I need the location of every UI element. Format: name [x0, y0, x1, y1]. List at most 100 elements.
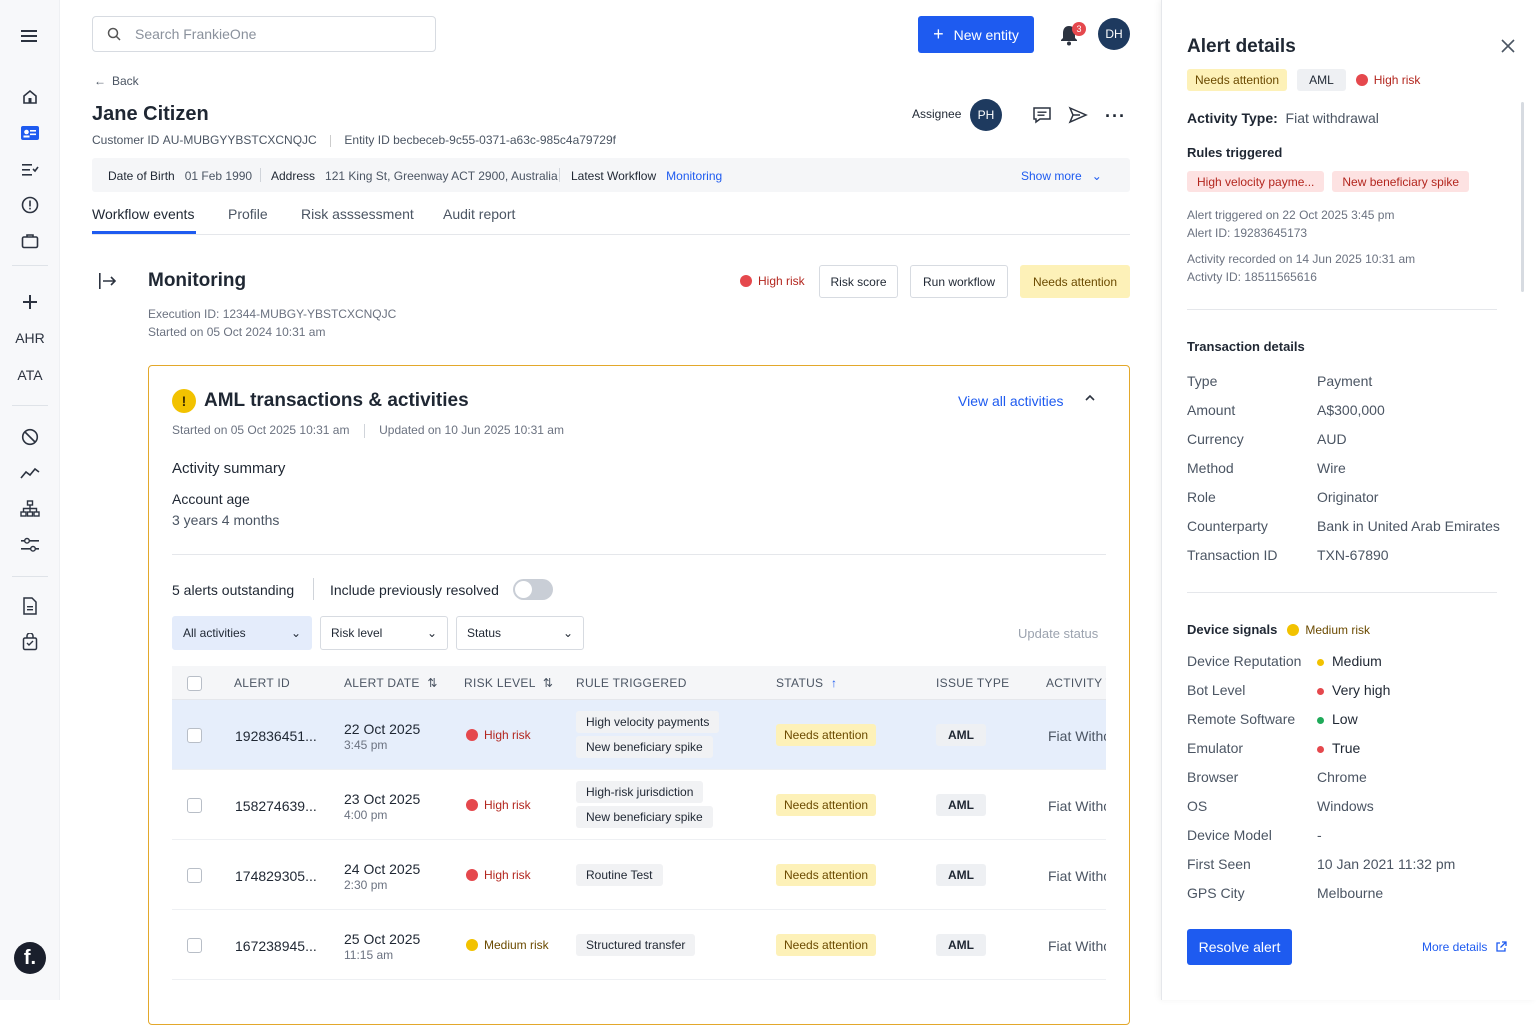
comment-icon[interactable]: [1032, 106, 1052, 129]
alert-circle-icon[interactable]: [0, 191, 60, 219]
workflow-risk-badge: High risk: [740, 274, 805, 288]
table-header: [172, 666, 1106, 700]
tab-risk-assessment[interactable]: Risk asssessment: [301, 206, 414, 222]
workflow-link[interactable]: Monitoring: [666, 169, 723, 183]
alert-meta: Alert triggered on 22 Oct 2025 3:45 pm A…: [1187, 208, 1416, 284]
table-row[interactable]: 158274639... 23 Oct 2025 4:00 pm High ri…: [172, 770, 1106, 840]
run-workflow-button[interactable]: Run workflow: [910, 265, 1008, 298]
block-icon[interactable]: [0, 423, 60, 451]
more-options-icon[interactable]: ···: [1105, 106, 1126, 126]
table-row[interactable]: 174829305... 24 Oct 2025 2:30 pm High ri…: [172, 840, 1106, 910]
alert-date: 22 Oct 2025: [344, 721, 421, 737]
select-all-checkbox[interactable]: [187, 676, 202, 691]
alert-id: 158274639...: [235, 798, 317, 814]
panel-title: Alert details: [1187, 36, 1296, 57]
status-filter-select[interactable]: Status ⌄: [456, 616, 584, 650]
rule-chip: High velocity payments: [576, 711, 720, 733]
rule-chip: High velocity payme...: [1187, 171, 1325, 192]
alert-date: 24 Oct 2025: [344, 861, 421, 877]
hierarchy-icon[interactable]: [0, 495, 60, 523]
user-avatar[interactable]: DH: [1098, 18, 1130, 50]
execution-id: Execution ID: 12344-MUBGY-YBSTCXCNQJC: [148, 307, 397, 321]
risk-level: High risk: [466, 868, 531, 882]
workspace-ata[interactable]: ATA: [17, 367, 43, 383]
active-tab-indicator: [92, 231, 196, 234]
search-input[interactable]: Search FrankieOne: [92, 16, 436, 52]
chevron-down-icon: ⌄: [1091, 169, 1102, 183]
notification-bell-icon[interactable]: 3: [1059, 22, 1086, 48]
risk-level-filter-select[interactable]: Risk level ⌄: [320, 616, 448, 650]
table-row[interactable]: 167238945... 25 Oct 2025 11:15 am Medium…: [172, 910, 1106, 980]
activity-filter-select[interactable]: All activities ⌄: [172, 616, 312, 650]
risk-score-button[interactable]: Risk score: [819, 265, 898, 298]
send-icon[interactable]: [1068, 106, 1088, 129]
external-link-icon: [1496, 941, 1508, 952]
assignee-avatar[interactable]: PH: [970, 99, 1002, 131]
more-details-link[interactable]: More details: [1422, 940, 1508, 954]
status-badge: Needs attention: [776, 864, 877, 886]
aml-dates: Started on 05 Oct 2025 10:31 am Updated …: [172, 423, 564, 438]
account-age-label: Account age: [172, 491, 250, 507]
table-row[interactable]: 192836451... 22 Oct 2025 3:45 pm High ri…: [172, 700, 1106, 770]
entity-card-icon[interactable]: [0, 119, 60, 147]
chevron-down-icon: ⌄: [562, 626, 573, 640]
plus-icon[interactable]: [0, 288, 60, 316]
rail-divider: [12, 265, 48, 266]
resolve-alert-button[interactable]: Resolve alert: [1187, 929, 1292, 965]
show-more-button[interactable]: Show more ⌄: [1021, 169, 1102, 183]
tab-profile[interactable]: Profile: [228, 206, 268, 222]
chevron-down-icon: ⌄: [290, 626, 301, 640]
view-all-activities-link[interactable]: View all activities: [958, 393, 1064, 409]
panel-scrollbar[interactable]: [1521, 102, 1524, 292]
back-link[interactable]: ← Back: [94, 74, 139, 88]
menu-icon[interactable]: [0, 22, 60, 50]
workflow-started: Started on 05 Oct 2024 10:31 am: [148, 325, 326, 339]
workspace-ahr[interactable]: AHR: [15, 330, 45, 346]
col-activity-type[interactable]: ACTIVITY T: [1046, 676, 1106, 690]
risk-level: High risk: [466, 798, 531, 812]
row-checkbox[interactable]: [187, 798, 202, 813]
sliders-icon[interactable]: [0, 531, 60, 559]
workflow-step-icon: [98, 272, 118, 295]
search-placeholder: Search FrankieOne: [135, 26, 257, 42]
frankieone-logo: f.: [14, 942, 46, 974]
new-entity-button[interactable]: + New entity: [918, 16, 1034, 53]
task-list-icon[interactable]: [0, 155, 60, 183]
row-checkbox[interactable]: [187, 938, 202, 953]
update-status-button[interactable]: Update status: [1018, 626, 1099, 641]
col-alert-date[interactable]: ALERT DATE ⇅: [344, 676, 438, 690]
home-icon[interactable]: [0, 83, 60, 111]
entity-info-bar: Date of Birth 01 Feb 1990 Address 121 Ki…: [92, 158, 1130, 192]
rail-divider: [12, 576, 48, 577]
divider: [1187, 309, 1497, 310]
alert-badges: Needs attention AML High risk: [1187, 69, 1420, 91]
col-status[interactable]: STATUS ↑: [776, 676, 838, 690]
col-issue-type[interactable]: ISSUE TYPE: [936, 676, 1010, 690]
high-risk-dot: [740, 275, 752, 287]
col-alert-id[interactable]: ALERT ID: [234, 676, 290, 690]
col-risk-level[interactable]: RISK LEVEL ⇅: [464, 676, 554, 690]
tab-workflow-events[interactable]: Workflow events: [92, 206, 195, 222]
col-rule-triggered[interactable]: RULE TRIGGERED: [576, 676, 687, 690]
entity-name: Jane Citizen: [92, 103, 209, 125]
row-checkbox[interactable]: [187, 728, 202, 743]
document-icon[interactable]: [0, 592, 60, 620]
row-checkbox[interactable]: [187, 868, 202, 883]
new-entity-label: New entity: [953, 26, 1019, 43]
include-resolved-toggle[interactable]: [513, 579, 553, 600]
rule-chip: New beneficiary spike: [576, 736, 713, 758]
chevron-up-icon[interactable]: [1084, 391, 1096, 409]
trend-icon[interactable]: [0, 459, 60, 487]
activity-type: Fiat Withc: [1048, 868, 1106, 884]
briefcase-icon[interactable]: [0, 227, 60, 255]
rule-chip: Routine Test: [576, 864, 663, 886]
bag-icon[interactable]: [0, 628, 60, 656]
close-icon[interactable]: [1500, 38, 1516, 59]
search-icon: [107, 27, 121, 41]
issue-type-badge: AML: [936, 794, 986, 816]
assignee-label: Assignee: [912, 107, 962, 121]
tab-audit-report[interactable]: Audit report: [443, 206, 516, 222]
sort-icon: ⇅: [542, 676, 554, 690]
activity-type: Fiat Withc: [1048, 798, 1106, 814]
left-rail: AHR ATA f.: [0, 0, 60, 1000]
